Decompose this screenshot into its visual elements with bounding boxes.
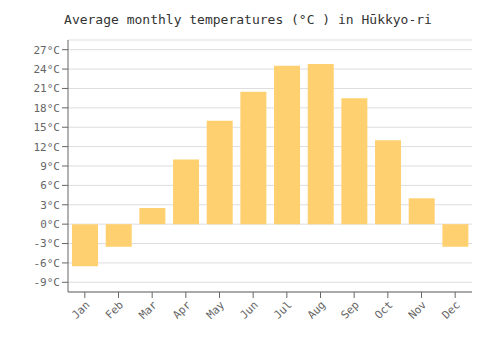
- svg-text:Apr: Apr: [170, 298, 194, 322]
- svg-text:Sep: Sep: [339, 298, 362, 321]
- svg-text:6°C: 6°C: [40, 179, 60, 192]
- svg-text:Jul: Jul: [271, 298, 294, 321]
- svg-text:18°C: 18°C: [34, 102, 61, 115]
- svg-text:Feb: Feb: [103, 298, 126, 321]
- svg-text:Jun: Jun: [238, 298, 261, 321]
- svg-text:Mar: Mar: [137, 298, 161, 322]
- svg-text:Jan: Jan: [69, 298, 92, 321]
- svg-text:Aug: Aug: [305, 298, 328, 321]
- html-text:Average monthly temperatures (: Average monthly temperatures (°C ) in Hū…: [64, 12, 432, 27]
- svg-text:-9°C: -9°C: [34, 276, 61, 289]
- svg-text:May: May: [204, 298, 228, 322]
- svg-text:-6°C: -6°C: [34, 257, 61, 270]
- svg-text:12°C: 12°C: [34, 141, 61, 154]
- svg-text:Oct: Oct: [372, 298, 395, 321]
- svg-text:3°C: 3°C: [40, 199, 60, 212]
- svg-text:21°C: 21°C: [34, 82, 61, 95]
- svg-text:24°C: 24°C: [34, 63, 61, 76]
- svg-text:Dec: Dec: [440, 298, 463, 321]
- svg-text:27°C: 27°C: [34, 44, 61, 57]
- svg-text:-3°C: -3°C: [34, 237, 61, 250]
- svg-text:9°C: 9°C: [40, 160, 60, 173]
- svg-text:15°C: 15°C: [34, 121, 61, 134]
- svg-text:0°C: 0°C: [40, 218, 60, 231]
- svg-text:Nov: Nov: [406, 298, 430, 322]
